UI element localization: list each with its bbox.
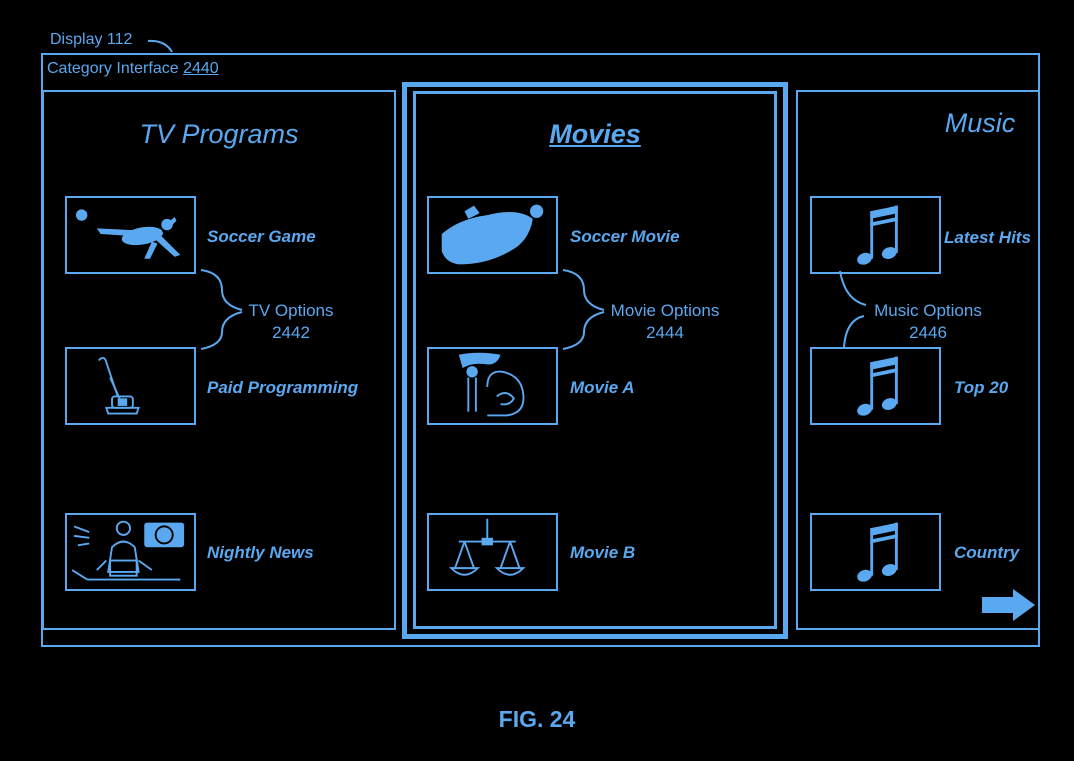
latest-hits-label[interactable]: Latest Hits (944, 228, 1031, 248)
scales-icon (429, 515, 556, 589)
music-title: Music (920, 108, 1040, 139)
soccer-game-label[interactable]: Soccer Game (207, 227, 316, 247)
soccer-game-thumbnail[interactable] (65, 196, 196, 274)
movie-options-label: Movie Options 2444 (600, 300, 730, 344)
news-anchor-icon (67, 515, 194, 589)
movie-options-name: Movie Options (600, 300, 730, 322)
category-interface-label: Category Interface 2440 (47, 60, 219, 78)
display-leader-line (148, 41, 172, 52)
movie-b-label[interactable]: Movie B (570, 543, 635, 563)
paid-programming-label[interactable]: Paid Programming (207, 378, 358, 398)
movies-title: Movies (413, 119, 777, 150)
soccer-movie-thumbnail[interactable] (427, 196, 558, 274)
tv-options-name: TV Options (232, 300, 350, 322)
movie-a-label[interactable]: Movie A (570, 378, 635, 398)
figure-caption: FIG. 24 (0, 706, 1074, 733)
latest-hits-thumbnail[interactable] (810, 196, 941, 274)
music-options-number: 2446 (864, 322, 992, 344)
soccer-goalie-icon (429, 198, 556, 272)
movie-options-number: 2444 (600, 322, 730, 344)
category-interface-number: 2440 (183, 60, 219, 77)
tv-options-number: 2442 (232, 322, 350, 344)
soccer-player-icon (67, 198, 194, 272)
nightly-news-label[interactable]: Nightly News (207, 543, 314, 563)
mermaid-wave-icon (429, 349, 556, 423)
top-20-label[interactable]: Top 20 (954, 378, 1008, 398)
vacuum-cleaner-icon (67, 349, 194, 423)
display-label: Display 112 (50, 31, 132, 49)
music-options-label: Music Options 2446 (864, 300, 992, 344)
movie-b-thumbnail[interactable] (427, 513, 558, 591)
category-interface-name: Category Interface (47, 60, 179, 77)
soccer-movie-label[interactable]: Soccer Movie (570, 227, 680, 247)
tv-options-label: TV Options 2442 (232, 300, 350, 344)
music-note-icon (812, 349, 939, 423)
nightly-news-thumbnail[interactable] (65, 513, 196, 591)
top-20-thumbnail[interactable] (810, 347, 941, 425)
music-note-icon (812, 515, 939, 589)
country-thumbnail[interactable] (810, 513, 941, 591)
tv-programs-title: TV Programs (42, 119, 396, 150)
movie-a-thumbnail[interactable] (427, 347, 558, 425)
paid-programming-thumbnail[interactable] (65, 347, 196, 425)
music-note-icon (812, 198, 939, 272)
country-label[interactable]: Country (954, 543, 1019, 563)
music-options-name: Music Options (864, 300, 992, 322)
